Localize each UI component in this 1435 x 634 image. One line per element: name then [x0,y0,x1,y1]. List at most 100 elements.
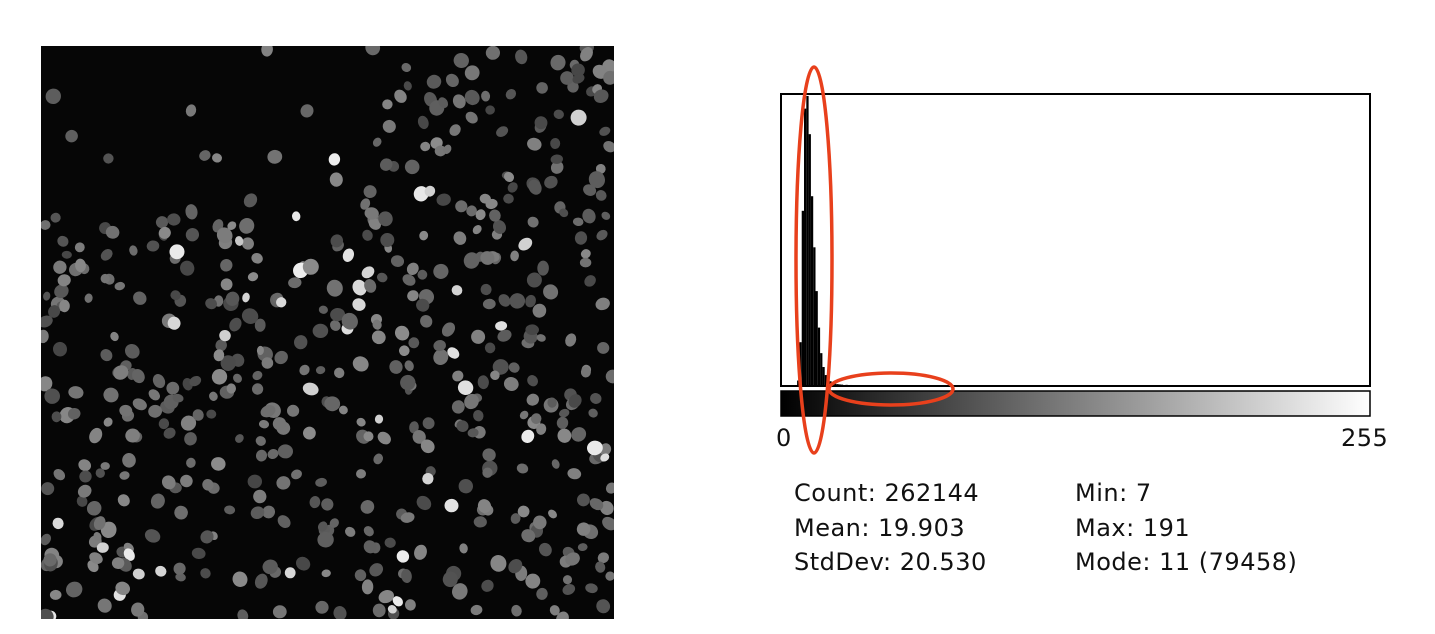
nucleus [254,573,268,589]
histogram-bar [942,385,945,386]
nucleus [74,242,85,253]
nucleus [389,360,403,374]
nucleus [378,211,393,227]
nucleus [272,417,287,431]
histogram-bar [861,385,864,386]
mode-label: Mode: [1075,548,1151,576]
nucleus [342,248,355,262]
nucleus [132,369,145,384]
mean-row: Mean: 19.903 [794,511,987,546]
nucleus [117,494,130,507]
nucleus [509,293,526,309]
nucleus [567,81,579,93]
nucleus [237,609,249,619]
nucleus [41,533,52,546]
nucleus [426,74,442,89]
nucleus [472,225,482,235]
mean-value: 19.903 [878,513,966,542]
nucleus [510,250,519,262]
nucleus [213,349,225,362]
nucleus [537,260,549,276]
nucleus [519,410,529,420]
nucleus [123,548,135,561]
nucleus [548,509,557,519]
nucleus [417,269,428,280]
nucleus [277,444,293,459]
nucleus [220,278,233,291]
nucleus [587,440,603,456]
nucleus [77,484,92,498]
nucleus [114,281,126,291]
nucleus [550,138,561,149]
nucleus [293,335,308,350]
nucleus [567,468,582,480]
nucleus [363,526,374,537]
nucleus [453,231,467,245]
nucleus [534,116,548,130]
nucleus [354,569,367,582]
nucleus [452,94,466,109]
nucleus [583,184,597,196]
nucleus [485,198,498,210]
nucleus [330,234,344,248]
nucleus [235,434,244,443]
nucleus [226,383,237,394]
nucleus [452,583,468,600]
nucleus [267,149,283,164]
nucleus [267,448,279,460]
nucleus [597,552,610,564]
nucleus [572,217,584,227]
histogram-bar [1103,385,1106,386]
nucleus [595,561,606,573]
nucleus [582,208,596,224]
nucleus [369,563,384,577]
min-label: Min: [1075,479,1128,507]
nucleus [516,463,529,474]
nucleus [172,393,184,403]
nucleus [254,318,266,332]
nucleus [235,236,244,246]
nucleus [318,305,328,314]
nucleus [525,324,539,336]
nucleus [241,308,259,324]
histogram-bar [799,342,802,386]
nucleus [372,319,382,330]
nucleus [556,611,569,619]
lut-gradient-bar [780,390,1371,417]
nucleus [403,81,412,91]
highlight-ellipse-peak [794,65,834,455]
nucleus [291,211,301,222]
nucleus [174,505,188,520]
nucleus [508,362,520,373]
nucleus [384,537,396,548]
nucleus [100,249,113,261]
nucleus [559,208,569,218]
nucleus [115,581,131,596]
nucleus [199,150,211,161]
mean-label: Mean: [794,513,870,542]
nucleus [378,590,394,604]
stats-left-column: Count: 262144 Mean: 19.903 StdDev: 20.53… [794,476,987,580]
nucleus [503,377,519,391]
mode-row: Mode: 11 (79458) [1075,545,1297,580]
nucleus [362,229,373,241]
nucleus [220,355,236,371]
nucleus [103,153,114,164]
nucleus [588,408,598,418]
nucleus [550,54,566,71]
nucleus [200,530,214,544]
nucleus [93,532,102,542]
nucleus [576,522,591,536]
nucleus [365,46,381,56]
nucleus [420,315,433,328]
nucleus [43,553,57,567]
nucleus [206,409,217,419]
nucleus [538,542,552,557]
nucleus [341,312,358,330]
nucleus [600,453,610,462]
nucleus [525,573,541,589]
nucleus [599,126,611,136]
nucleus [482,467,493,478]
nucleus [247,474,262,489]
stats-right-column: Min: 7 Max: 191 Mode: 11 (79458) [1075,476,1297,580]
